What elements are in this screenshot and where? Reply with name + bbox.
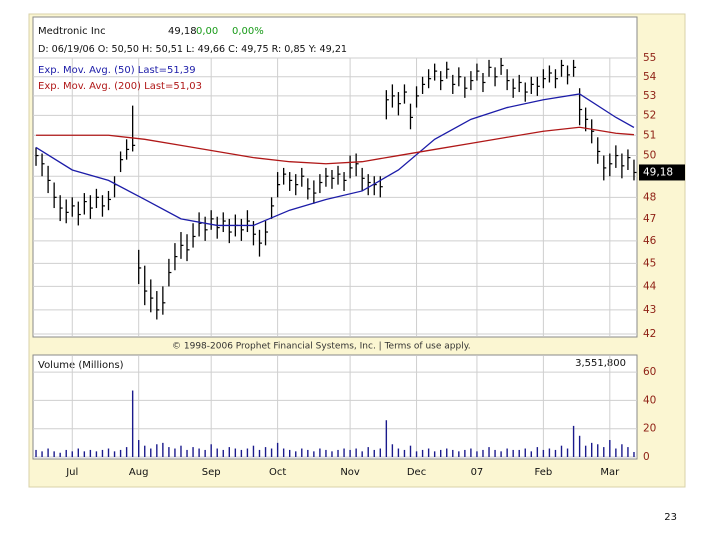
y-tick-label: 55 [643,52,656,64]
y-tick-label: 54 [643,71,657,83]
volume-title: Volume (Millions) [38,360,124,371]
y-tick-label: 0 [643,451,650,463]
price-panel [32,16,638,338]
y-tick-label: 42 [643,328,656,340]
page-number: 23 [664,512,677,523]
y-tick-label: 47 [643,213,656,225]
legend-entry: Exp. Mov. Avg. (200) Last=51,03 [38,81,202,92]
y-tick-label: 52 [643,109,656,121]
y-tick-label: 48 [643,191,656,203]
x-tick-label: Dec [407,467,426,478]
x-tick-label: 07 [471,467,484,478]
x-tick-label: Nov [340,467,360,478]
x-tick-label: Sep [202,467,221,478]
last-price-label: 49,18 [643,166,673,178]
x-tick-label: Jul [65,467,78,478]
x-tick-label: Oct [269,467,286,478]
quote-change-pct: 0,00% [232,26,264,37]
volume-panel [32,354,638,460]
x-tick-label: Aug [129,467,149,478]
y-tick-label: 46 [643,235,657,247]
quote-change: 0,00 [196,26,218,37]
y-tick-label: 20 [643,423,656,435]
legend-entry: Exp. Mov. Avg. (50) Last=51,39 [38,65,196,76]
chart-subtitle: D: 06/19/06 O: 50,50 H: 50,51 L: 49,66 C… [38,44,347,55]
moving-average-line [35,93,635,227]
y-tick-label: 60 [643,366,656,378]
y-tick-label: 40 [643,394,656,406]
x-tick-label: Mar [600,467,620,478]
volume-annotation: 3,551,800 [575,358,626,369]
quote-price: 49,18 [168,26,197,37]
footnote: © 1998-2006 Prophet Financial Systems, I… [172,342,471,352]
y-tick-label: 53 [643,90,656,102]
moving-average-line [36,126,635,165]
y-tick-label: 51 [643,129,656,141]
y-tick-label: 43 [643,304,656,316]
y-tick-label: 50 [643,150,656,162]
y-tick-label: 45 [643,257,656,269]
last-price-marker [639,164,685,181]
y-tick-label: 44 [643,280,657,292]
x-tick-label: Feb [535,467,553,478]
chart-title: Medtronic Inc [38,26,106,37]
